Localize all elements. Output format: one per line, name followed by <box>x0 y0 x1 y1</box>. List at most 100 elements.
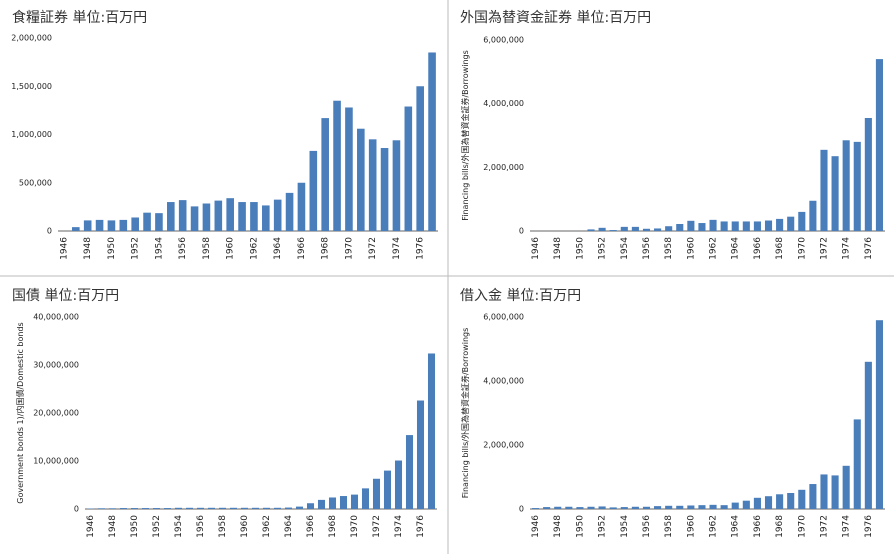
bar <box>372 478 381 509</box>
bar <box>720 221 728 231</box>
bar <box>238 202 246 231</box>
x-tick-label: 1968 <box>321 237 331 260</box>
bar <box>631 506 639 509</box>
x-tick-label: 1952 <box>598 515 608 538</box>
x-tick-label: 1960 <box>686 237 696 260</box>
y-tick-label: 1,000,000 <box>11 130 52 139</box>
bar <box>809 200 817 231</box>
bar <box>687 505 695 509</box>
bar <box>131 217 139 231</box>
x-tick-label: 1972 <box>372 515 382 538</box>
bar <box>350 494 359 509</box>
x-tick-label: 1962 <box>709 237 719 260</box>
bar <box>631 226 639 231</box>
bar <box>368 139 377 231</box>
bar <box>285 192 294 231</box>
bar <box>731 502 739 509</box>
bar <box>394 460 403 509</box>
bar <box>709 219 717 231</box>
bar <box>119 508 128 509</box>
x-tick-label: 1948 <box>553 515 563 538</box>
x-tick-label: 1960 <box>226 237 236 260</box>
y-tick-label: 4,000,000 <box>483 99 524 108</box>
bar <box>229 507 238 509</box>
x-tick-label: 1958 <box>664 237 674 260</box>
x-tick-label: 1970 <box>344 237 354 260</box>
x-tick-label: 1960 <box>686 515 696 538</box>
bar <box>864 117 872 231</box>
bar <box>107 220 116 231</box>
bar <box>167 202 175 231</box>
x-tick-label: 1962 <box>249 237 259 260</box>
x-tick-label: 1964 <box>731 515 741 538</box>
x-tick-label: 1964 <box>284 515 294 538</box>
x-tick-label: 1952 <box>152 515 162 538</box>
bar <box>152 508 161 509</box>
bar <box>143 212 151 231</box>
bar <box>130 508 139 509</box>
x-tick-label: 1964 <box>731 237 741 260</box>
x-tick-label: 1972 <box>368 237 378 260</box>
bar <box>345 107 353 231</box>
bar <box>297 182 306 231</box>
bar <box>416 400 425 509</box>
x-tick-label: 1958 <box>202 237 212 260</box>
bar <box>185 507 194 509</box>
x-tick-label: 1956 <box>178 237 188 260</box>
x-tick-label: 1972 <box>819 515 829 538</box>
bar <box>642 506 651 509</box>
bar <box>787 216 795 231</box>
bar <box>339 496 348 509</box>
x-tick-label: 1958 <box>664 515 674 538</box>
bar <box>392 140 401 231</box>
bar <box>196 507 205 509</box>
x-tick-label: 1950 <box>107 237 117 260</box>
y-tick-label: 2,000,000 <box>483 163 524 172</box>
bar <box>654 228 662 231</box>
bar <box>163 508 172 509</box>
bar <box>565 506 573 509</box>
x-tick-label: 1956 <box>196 515 206 538</box>
bar <box>284 507 293 509</box>
bar <box>262 507 271 509</box>
bar <box>273 507 282 509</box>
y-tick-label: 4,000,000 <box>483 377 524 386</box>
x-tick-label: 1964 <box>273 237 283 260</box>
x-tick-label: 1950 <box>575 515 585 538</box>
bar <box>665 226 673 231</box>
bar <box>416 86 424 231</box>
bar <box>155 213 163 231</box>
x-tick-label: 1970 <box>350 515 360 538</box>
bar <box>620 226 628 231</box>
bar <box>587 229 595 231</box>
y-tick-label: 20,000,000 <box>33 409 79 418</box>
bar <box>764 496 773 509</box>
x-tick-label: 1958 <box>218 515 228 538</box>
bar <box>764 220 773 231</box>
bar <box>676 505 684 509</box>
x-tick-label: 1956 <box>642 515 652 538</box>
bar <box>383 470 392 509</box>
bar <box>226 198 234 231</box>
x-tick-label: 1974 <box>842 237 852 260</box>
bar <box>875 59 884 231</box>
bar <box>753 497 761 509</box>
y-tick-label: 2,000,000 <box>11 34 52 43</box>
x-tick-label: 1954 <box>174 515 184 538</box>
y-tick-label: 10,000,000 <box>33 457 79 466</box>
bar <box>317 499 326 509</box>
x-tick-label: 1974 <box>394 515 404 538</box>
bar <box>108 508 117 509</box>
x-tick-label: 1968 <box>775 237 785 260</box>
bar <box>654 506 662 509</box>
bar <box>97 508 106 509</box>
bar <box>787 493 795 509</box>
y-tick-label: 6,000,000 <box>483 313 524 322</box>
bar <box>531 508 540 509</box>
bar <box>709 504 717 509</box>
bar <box>820 149 828 231</box>
x-tick-label: 1956 <box>642 237 652 260</box>
bar <box>357 128 365 231</box>
bar <box>842 465 850 509</box>
bar <box>742 221 750 231</box>
